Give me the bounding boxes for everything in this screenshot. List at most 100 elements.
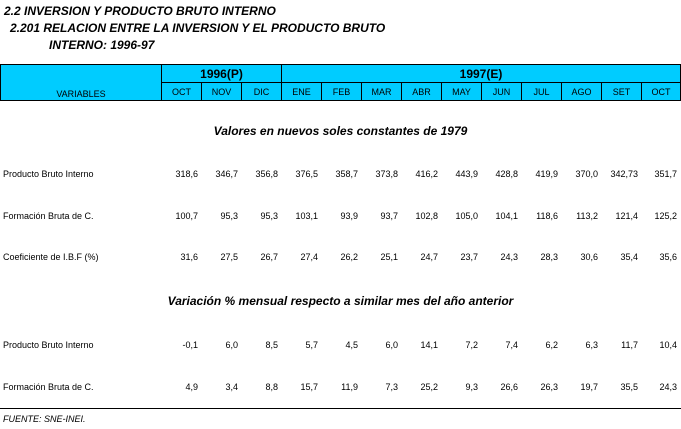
table-cell: 105,0 (455, 211, 478, 221)
month-header: ABR (401, 82, 442, 101)
table-cell: 26,3 (540, 382, 558, 392)
table-cell: 93,9 (340, 211, 358, 221)
table-cell: 358,7 (335, 169, 358, 179)
row-label: Formación Bruta de C. (3, 211, 94, 221)
table-cell: 24,3 (500, 252, 518, 262)
table-cell: 8,5 (265, 340, 278, 350)
table-cell: 27,4 (300, 252, 318, 262)
table-cell: 9,3 (465, 382, 478, 392)
table-cell: 27,5 (220, 252, 238, 262)
month-header: FEB (321, 82, 362, 101)
month-header: MAY (441, 82, 482, 101)
table-cell: 376,5 (295, 169, 318, 179)
month-header: AGO (561, 82, 602, 101)
title-line-1: 2.2 INVERSION Y PRODUCTO BRUTO INTERNO (4, 4, 276, 18)
table-cell: 23,7 (460, 252, 478, 262)
table-cell: 5,7 (305, 340, 318, 350)
table-cell: 30,6 (580, 252, 598, 262)
row-label: Producto Bruto Interno (3, 169, 94, 179)
table-cell: 35,5 (620, 382, 638, 392)
table-row: Producto Bruto Interno -0,1 6,0 8,5 5,7 … (0, 338, 680, 352)
table-cell: 346,7 (215, 169, 238, 179)
table-cell: 4,9 (185, 382, 198, 392)
table-cell: 11,9 (341, 382, 358, 392)
table-cell: 416,2 (415, 169, 438, 179)
table-cell: 356,8 (255, 169, 278, 179)
table-cell: 24,7 (420, 252, 438, 262)
table-cell: 25,2 (420, 382, 438, 392)
table-cell: -0,1 (182, 340, 198, 350)
table-cell: 11,7 (621, 340, 638, 350)
variation-table: Producto Bruto Interno -0,1 6,0 8,5 5,7 … (0, 338, 680, 394)
table-cell: 14,1 (420, 340, 438, 350)
table-cell: 26,6 (500, 382, 518, 392)
table-cell: 7,3 (385, 382, 398, 392)
title-line-3: INTERNO: 1996-97 (49, 38, 155, 52)
month-header: JUL (521, 82, 562, 101)
table-cell: 370,0 (575, 169, 598, 179)
table-cell: 19,7 (580, 382, 598, 392)
year-header-1997: 1997(E) (281, 64, 681, 83)
table-cell: 4,5 (345, 340, 358, 350)
table-cell: 342,73 (610, 169, 638, 179)
table-cell: 6,2 (545, 340, 558, 350)
table-cell: 100,7 (175, 211, 198, 221)
table-cell: 121,4 (615, 211, 638, 221)
section-heading-variation: Variación % mensual respecto a similar m… (167, 294, 514, 308)
table-cell: 35,6 (659, 252, 677, 262)
table-cell: 93,7 (380, 211, 398, 221)
variables-header: VARIABLES (0, 64, 162, 101)
table-row: Formación Bruta de C. 100,7 95,3 95,3 10… (0, 209, 680, 223)
table-cell: 125,2 (654, 211, 677, 221)
values-table: Producto Bruto Interno 318,6 346,7 356,8… (0, 167, 680, 264)
month-header: NOV (201, 82, 242, 101)
table-cell: 7,2 (465, 340, 478, 350)
table-cell: 373,8 (375, 169, 398, 179)
month-header: JUN (481, 82, 522, 101)
table-cell: 351,7 (654, 169, 677, 179)
table-cell: 6,3 (585, 340, 598, 350)
table-cell: 428,8 (495, 169, 518, 179)
table-cell: 6,0 (385, 340, 398, 350)
table-row: Coeficiente de I.B.F (%) 31,6 27,5 26,7 … (0, 250, 680, 264)
table-cell: 104,1 (495, 211, 518, 221)
table-cell: 26,2 (340, 252, 358, 262)
table-cell: 419,9 (535, 169, 558, 179)
month-header: OCT (161, 82, 202, 101)
table-cell: 3,4 (225, 382, 238, 392)
month-header: ENE (281, 82, 322, 101)
month-header: DIC (241, 82, 282, 101)
table-cell: 35,4 (620, 252, 638, 262)
table-cell: 7,4 (505, 340, 518, 350)
table-cell: 15,7 (300, 382, 318, 392)
table-cell: 95,3 (220, 211, 238, 221)
title-line-2: 2.201 RELACION ENTRE LA INVERSION Y EL P… (10, 21, 386, 35)
table-row: Formación Bruta de C. 4,9 3,4 8,8 15,7 1… (0, 380, 680, 394)
table-cell: 31,6 (180, 252, 198, 262)
table-cell: 118,6 (536, 211, 558, 221)
table-cell: 318,6 (175, 169, 198, 179)
table-cell: 26,7 (260, 252, 278, 262)
month-header: OCT (641, 82, 681, 101)
table-cell: 443,9 (455, 169, 478, 179)
source-note: FUENTE: SNE-INEI. (3, 414, 86, 424)
table-cell: 113,2 (576, 211, 598, 221)
table-cell: 103,1 (295, 211, 318, 221)
footer-divider (0, 408, 681, 409)
row-label: Producto Bruto Interno (3, 340, 94, 350)
table-cell: 28,3 (540, 252, 558, 262)
table-cell: 102,8 (415, 211, 438, 221)
table-cell: 6,0 (225, 340, 238, 350)
table-cell: 24,3 (659, 382, 677, 392)
table-cell: 8,8 (265, 382, 278, 392)
section-heading-values: Valores en nuevos soles constantes de 19… (213, 124, 468, 138)
table-cell: 95,3 (260, 211, 278, 221)
column-header: VARIABLES 1996(P) 1997(E) OCT NOV DIC EN… (0, 64, 681, 101)
row-label: Coeficiente de I.B.F (%) (3, 252, 99, 262)
month-header: SET (601, 82, 642, 101)
table-cell: 10,4 (659, 340, 677, 350)
table-cell: 25,1 (380, 252, 398, 262)
table-row: Producto Bruto Interno 318,6 346,7 356,8… (0, 167, 680, 181)
row-label: Formación Bruta de C. (3, 382, 94, 392)
year-header-1996: 1996(P) (161, 64, 282, 83)
